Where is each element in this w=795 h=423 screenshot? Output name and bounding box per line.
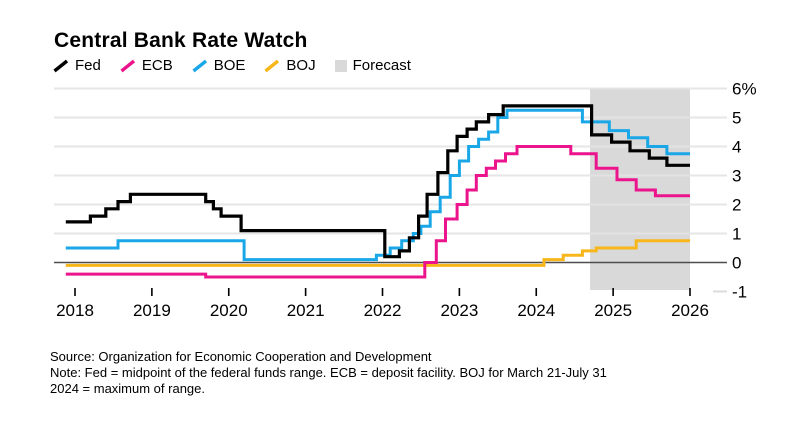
- source-note: Source: Organization for Economic Cooper…: [50, 349, 432, 364]
- boe-line-icon: [192, 59, 207, 72]
- x-tick-label: 2021: [287, 301, 325, 320]
- x-tick-label: 2022: [364, 301, 402, 320]
- series-boe: [65, 108, 690, 262]
- y-tick-label: 0: [732, 254, 741, 273]
- y-tick-label: 1: [732, 225, 741, 244]
- note-line-2: 2024 = maximum of range.: [50, 381, 205, 396]
- legend-item-boe: BOE: [192, 57, 246, 74]
- legend-label: Fed: [75, 57, 101, 74]
- series-ecb: [65, 145, 690, 279]
- legend-label: Forecast: [352, 57, 411, 74]
- x-tick-label: 2018: [56, 301, 94, 320]
- legend-label: BOE: [213, 57, 246, 74]
- y-tick-label: -1: [732, 283, 747, 302]
- y-tick-label: 4: [732, 138, 741, 157]
- x-tick-label: 2020: [210, 301, 248, 320]
- chart-footer: Source: Organization for Economic Cooper…: [50, 349, 607, 397]
- y-tick-label: 6%: [732, 80, 757, 99]
- x-tick-label: 2019: [133, 301, 171, 320]
- legend-item-ecb: ECB: [120, 57, 173, 74]
- note-line-1: Note: Fed = midpoint of the federal fund…: [50, 365, 607, 380]
- series-boj: [65, 239, 690, 267]
- series-fed: [65, 104, 690, 259]
- x-tick-label: 2025: [594, 301, 632, 320]
- x-tick-label: 2024: [517, 301, 555, 320]
- x-tick-label: 2023: [440, 301, 478, 320]
- fed-line-icon: [53, 59, 69, 72]
- y-tick-label: 5: [732, 109, 741, 128]
- ecb-line-icon: [120, 59, 135, 72]
- legend-label: ECB: [141, 57, 173, 74]
- forecast-swatch-icon: [334, 59, 347, 72]
- legend-item-forecast: Forecast: [334, 57, 411, 74]
- boj-line-icon: [264, 59, 280, 72]
- x-tick-label: 2026: [671, 301, 709, 320]
- legend-item-boj: BOJ: [264, 57, 316, 74]
- legend: Fed ECB BOE BOJ Forecast: [53, 57, 411, 74]
- y-tick-label: 2: [732, 196, 741, 215]
- y-tick-label: 3: [732, 167, 741, 186]
- legend-label: BOJ: [286, 57, 316, 74]
- legend-item-fed: Fed: [53, 57, 101, 74]
- chart-title: Central Bank Rate Watch: [54, 29, 308, 52]
